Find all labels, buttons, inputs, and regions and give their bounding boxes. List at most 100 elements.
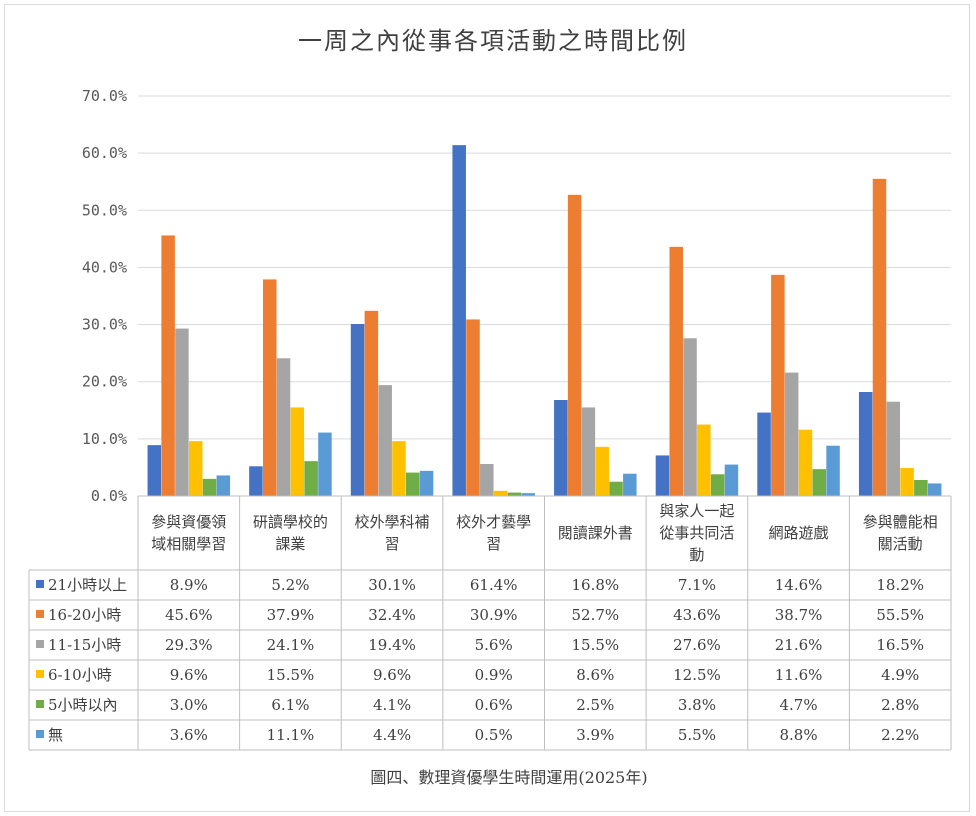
data-cell: 3.9% [576,726,614,744]
bar [927,483,942,496]
data-cell: 4.1% [373,696,411,714]
data-cell: 7.1% [678,576,716,594]
data-cell: 52.7% [571,606,619,624]
data-cell: 12.5% [673,666,721,684]
data-cell: 21.6% [775,636,823,654]
data-cell: 29.3% [165,636,213,654]
bar [147,445,162,496]
data-cell: 19.4% [368,636,416,654]
y-tick-label: 40.0% [82,258,127,276]
data-cell: 5.6% [475,636,513,654]
bar [249,466,263,496]
y-tick-label: 30.0% [82,316,127,334]
legend-label: 21小時以上 [48,576,127,594]
data-cell: 61.4% [470,576,518,594]
chart-title: 一周之內從事各項活動之時間比例 [298,27,688,55]
bar [452,145,466,496]
bars [147,145,942,496]
bar [798,429,813,496]
data-cell: 30.9% [470,606,518,624]
data-cell: 2.2% [881,726,919,744]
data-cell: 8.9% [170,576,208,594]
bar [784,372,799,496]
data-cell: 30.1% [368,576,416,594]
category-label: 動 [689,546,704,564]
bar [276,358,291,496]
bar [826,445,840,496]
y-axis-ticks: 0.0% 10.0% 20.0% 30.0% 40.0% 50.0% 60.0% 70.0% [82,87,127,505]
chart-frame: 一周之內從事各項活動之時間比例 0.0% 10.0% 20.0% 30.0% 40.0%… [4,4,970,812]
bar [161,235,175,496]
data-cell: 32.4% [368,606,416,624]
category-label: 關活動 [878,535,923,553]
data-cell: 5.5% [678,726,716,744]
category-label: 校外才藝學 [456,513,531,531]
bar [623,473,637,496]
data-cell: 11.1% [267,726,315,744]
bar [554,400,568,496]
bar [683,338,697,496]
category-label: 參與體能相 [863,513,938,531]
data-cell: 24.1% [267,636,315,654]
y-tick-label: 60.0% [82,144,127,162]
data-cell: 11.6% [775,666,823,684]
category-label: 從事共同活 [659,524,734,542]
data-cell: 16.8% [571,576,619,594]
legend-key [36,610,44,618]
chart-caption: 圖四、數理資優學生時間運用(2025年) [370,768,647,787]
data-cell: 45.6% [165,606,213,624]
data-cell: 2.5% [576,696,614,714]
data-cell: 9.6% [373,666,411,684]
bar [581,407,596,496]
data-cell: 2.8% [881,696,919,714]
legend-label: 6-10小時 [48,666,112,684]
category-label: 與家人一起 [659,502,734,520]
data-cell: 9.6% [170,666,208,684]
bar [507,492,522,496]
bar [350,324,365,496]
bar [771,274,785,496]
legend-label: 無 [48,726,63,744]
bar [724,464,739,496]
bar [175,328,189,496]
y-tick-label: 20.0% [82,373,127,391]
category-label: 網路遊戲 [769,524,829,542]
bar [493,490,508,496]
bar [595,446,609,496]
category-label: 校外學科補 [355,513,430,531]
bar [609,481,623,496]
bar [480,464,494,496]
data-cell: 0.6% [475,696,513,714]
bar [886,401,901,496]
legend-key [36,670,44,678]
data-cell: 3.8% [678,696,716,714]
bar [290,407,305,496]
bar [900,468,914,496]
bar [419,470,434,496]
category-label: 習 [486,535,501,553]
legend-key [36,580,44,588]
category-label: 研讀學校的 [253,513,328,531]
legend-label: 5小時以內 [48,696,118,714]
bar [262,279,277,496]
data-cell: 3.0% [170,696,208,714]
legend-label: 16-20小時 [48,606,121,624]
bar [567,194,582,496]
data-cell: 8.6% [576,666,614,684]
bar [216,475,231,496]
bar [669,246,683,496]
gridlines [138,95,951,497]
legend-key [36,700,44,708]
data-cell: 37.9% [267,606,315,624]
data-cell: 8.8% [780,726,818,744]
bar [697,424,711,496]
data-cell: 14.6% [775,576,823,594]
bar [521,493,535,496]
bar [364,310,379,496]
data-cell: 3.6% [170,726,208,744]
y-tick-label: 10.0% [82,430,127,448]
data-cell: 38.7% [775,606,823,624]
bar [318,432,332,496]
data-cell: 4.7% [780,696,818,714]
